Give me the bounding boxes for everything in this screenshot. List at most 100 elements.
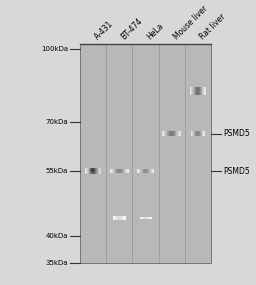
Bar	[191, 87, 192, 95]
Bar	[172, 131, 173, 137]
Bar	[121, 169, 122, 173]
Bar	[144, 217, 145, 219]
Bar	[142, 169, 143, 173]
Bar	[125, 169, 126, 173]
Bar	[179, 131, 180, 137]
Bar	[116, 169, 117, 173]
Bar	[124, 216, 125, 219]
Bar	[195, 87, 196, 95]
Bar	[92, 168, 93, 174]
Bar	[164, 131, 165, 137]
Bar	[99, 168, 100, 174]
Bar	[145, 217, 146, 219]
Bar	[199, 131, 200, 136]
Bar	[190, 87, 191, 95]
Bar	[117, 216, 118, 219]
Bar	[152, 169, 153, 173]
Bar	[117, 216, 118, 219]
Bar	[149, 217, 150, 219]
Bar	[137, 169, 138, 173]
Bar	[201, 87, 202, 95]
Bar	[115, 169, 116, 173]
Bar	[144, 169, 145, 173]
Bar	[150, 217, 151, 219]
Bar	[201, 87, 202, 95]
Bar	[151, 217, 152, 219]
Bar	[86, 168, 87, 174]
Bar	[150, 217, 151, 219]
Text: BT-474: BT-474	[119, 16, 144, 41]
Bar	[202, 87, 203, 95]
Bar	[194, 131, 195, 136]
Bar	[123, 216, 124, 219]
Bar	[170, 131, 171, 137]
Bar	[204, 131, 205, 136]
Bar	[122, 216, 123, 219]
Bar	[192, 131, 193, 136]
Bar	[140, 169, 141, 173]
Bar	[100, 168, 101, 174]
Bar	[191, 131, 192, 136]
Bar	[145, 169, 146, 173]
Bar	[114, 216, 115, 219]
Bar	[140, 217, 141, 219]
Bar	[141, 169, 142, 173]
Bar	[194, 131, 195, 136]
Bar	[113, 169, 114, 173]
Bar	[117, 169, 118, 173]
Bar	[144, 169, 145, 173]
Bar	[174, 131, 175, 137]
Bar	[201, 131, 202, 136]
Bar	[138, 169, 139, 173]
Bar	[195, 131, 196, 136]
Bar	[166, 131, 167, 137]
Bar	[111, 169, 112, 173]
Bar	[165, 131, 166, 137]
Bar	[120, 216, 121, 219]
Bar	[93, 168, 94, 174]
Bar	[139, 169, 140, 173]
Text: PSMD5: PSMD5	[223, 166, 250, 176]
Bar	[196, 131, 197, 136]
Text: Rat liver: Rat liver	[198, 12, 227, 41]
Text: Mouse liver: Mouse liver	[172, 4, 209, 41]
Bar	[175, 131, 176, 137]
Bar	[142, 217, 143, 219]
Bar	[203, 131, 204, 136]
Ellipse shape	[90, 168, 95, 172]
Bar	[196, 87, 197, 95]
Bar	[176, 131, 177, 137]
Bar	[89, 168, 90, 174]
Bar	[202, 87, 203, 95]
Bar	[110, 169, 111, 173]
Bar	[126, 169, 127, 173]
Bar	[202, 131, 203, 136]
Bar	[122, 169, 123, 173]
Bar	[147, 217, 148, 219]
Bar	[173, 131, 174, 137]
Text: 40kDa: 40kDa	[45, 233, 68, 239]
Bar	[145, 169, 146, 173]
Bar	[204, 87, 205, 95]
Bar	[172, 131, 173, 137]
Bar	[116, 216, 117, 219]
Bar	[198, 131, 199, 136]
Text: HeLa: HeLa	[145, 21, 166, 41]
Text: 100kDa: 100kDa	[41, 46, 68, 52]
Bar	[197, 131, 198, 136]
Bar	[173, 131, 174, 137]
Bar	[88, 168, 89, 174]
Bar	[80, 44, 211, 263]
Bar	[137, 169, 138, 173]
Bar	[128, 169, 129, 173]
Bar	[95, 168, 96, 174]
Bar	[123, 216, 124, 219]
Bar	[148, 217, 149, 219]
Bar	[191, 87, 192, 95]
Bar	[114, 169, 115, 173]
Bar	[125, 216, 126, 219]
Bar	[193, 131, 194, 136]
Bar	[118, 169, 119, 173]
Bar	[122, 216, 123, 219]
Bar	[165, 131, 166, 137]
